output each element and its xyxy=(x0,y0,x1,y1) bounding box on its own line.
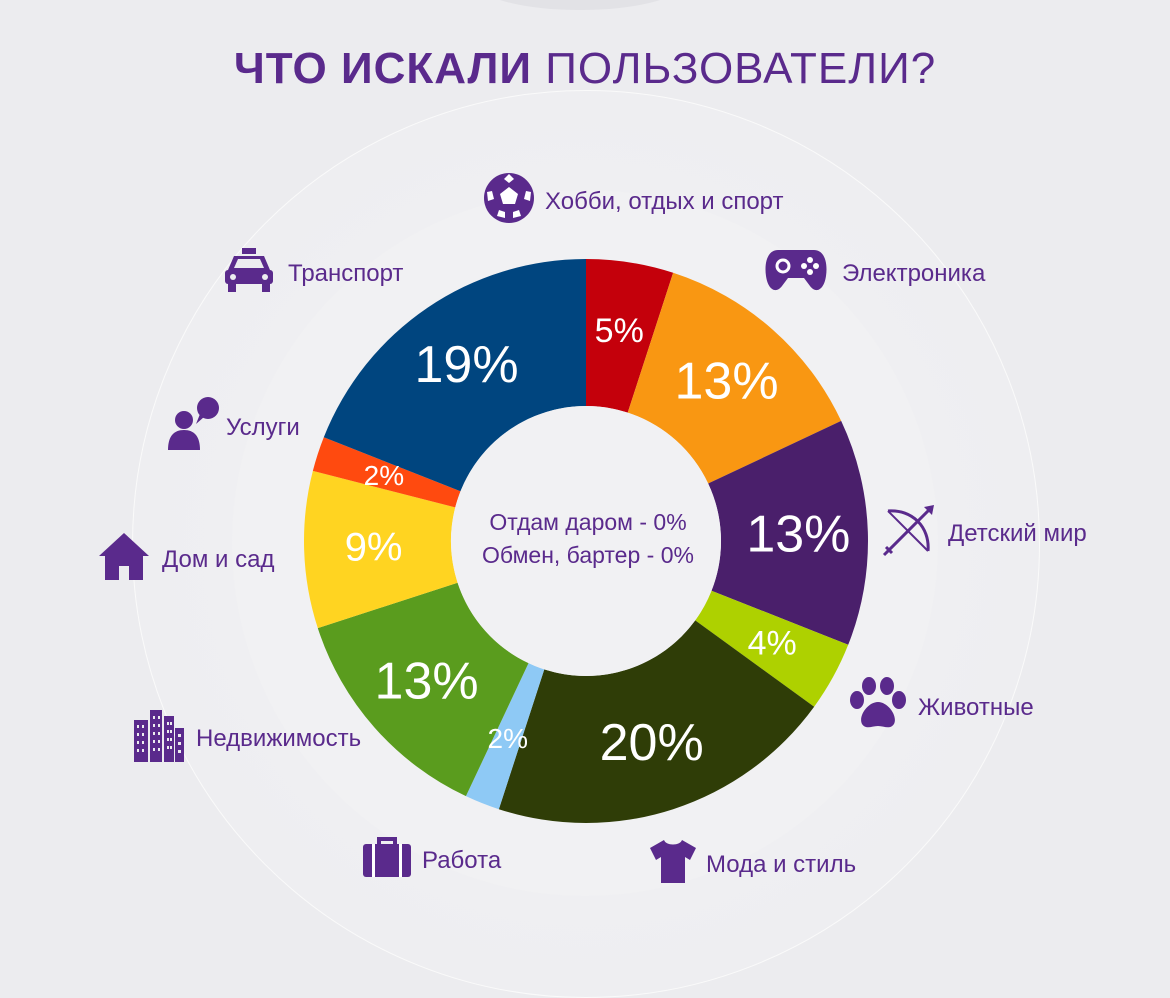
slice-label-5: 2% xyxy=(488,723,528,754)
category-electronics: Электроника xyxy=(764,246,985,301)
briefcase-icon xyxy=(362,836,412,885)
center-note: Отдам даром - 0% Обмен, бартер - 0% xyxy=(440,506,736,572)
category-transport: Транспорт xyxy=(224,248,403,299)
paw-icon xyxy=(848,676,908,739)
gamepad-icon xyxy=(764,246,828,301)
category-fashion: Мода и стиль xyxy=(648,838,856,891)
donut-hole xyxy=(451,406,721,676)
top-glow xyxy=(480,0,680,10)
taxi-icon xyxy=(224,248,274,299)
category-realty-label: Недвижимость xyxy=(196,724,362,752)
category-services-label: Услуги xyxy=(226,413,300,441)
category-hobby-label: Хобби, отдых и спорт xyxy=(545,187,784,215)
house-icon xyxy=(98,532,150,587)
slice-label-7: 9% xyxy=(345,526,403,570)
donut-slice-4 xyxy=(498,620,815,823)
slice-label-6: 13% xyxy=(375,653,479,711)
slice-label-4: 20% xyxy=(600,714,704,772)
category-job-label: Работа xyxy=(422,846,502,874)
donut-slice-7 xyxy=(303,470,458,629)
chat-person-icon xyxy=(166,396,222,459)
title-light: ПОЛЬЗОВАТЕЛИ? xyxy=(545,44,937,93)
tshirt-icon xyxy=(648,838,698,891)
slice-label-8: 2% xyxy=(364,460,404,491)
center-note-line1: Отдам даром - 0% xyxy=(489,509,687,535)
category-realty: Недвижимость xyxy=(134,708,361,769)
slice-label-3: 4% xyxy=(748,624,797,662)
soccer-ball-icon xyxy=(483,172,535,231)
title-bold: ЧТО ИСКАЛИ xyxy=(233,44,533,93)
donut-slice-3 xyxy=(695,590,849,707)
slice-label-2: 13% xyxy=(746,505,850,563)
bow-arrow-icon xyxy=(882,503,936,564)
donut-slice-5 xyxy=(465,663,545,810)
slice-labels: 5% 13% 13% 4% 20% 2% 13% 9% 2% 19% xyxy=(345,312,851,772)
donut-slice-8 xyxy=(312,437,461,508)
donut-slice-0 xyxy=(586,259,674,413)
category-home: Дом и сад xyxy=(98,532,274,587)
category-animals: Животные xyxy=(848,676,1034,739)
category-home-label: Дом и сад xyxy=(162,545,275,573)
center-note-line2: Обмен, бартер - 0% xyxy=(482,542,694,568)
page-title: ЧТО ИСКАЛИ ПОЛЬЗОВАТЕЛИ? xyxy=(0,44,1170,94)
category-services: Услуги xyxy=(166,396,300,459)
category-animals-label: Животные xyxy=(918,693,1034,721)
donut-slice-9 xyxy=(323,259,586,492)
category-job: Работа xyxy=(362,836,501,885)
donut-slice-1 xyxy=(627,272,842,484)
donut-slice-2 xyxy=(708,420,868,645)
category-kids-label: Детский мир xyxy=(948,519,1087,547)
slice-label-0: 5% xyxy=(595,312,644,350)
slice-label-9: 19% xyxy=(415,336,519,394)
category-hobby: Хобби, отдых и спорт xyxy=(483,172,784,231)
slice-label-1: 13% xyxy=(674,353,778,411)
donut-slice-6 xyxy=(317,582,529,797)
category-kids: Детский мир xyxy=(882,503,1087,564)
category-transport-label: Транспорт xyxy=(288,259,404,287)
donut-slices xyxy=(303,259,868,823)
buildings-icon xyxy=(134,708,184,769)
category-electronics-label: Электроника xyxy=(842,259,986,287)
category-fashion-label: Мода и стиль xyxy=(706,850,857,878)
